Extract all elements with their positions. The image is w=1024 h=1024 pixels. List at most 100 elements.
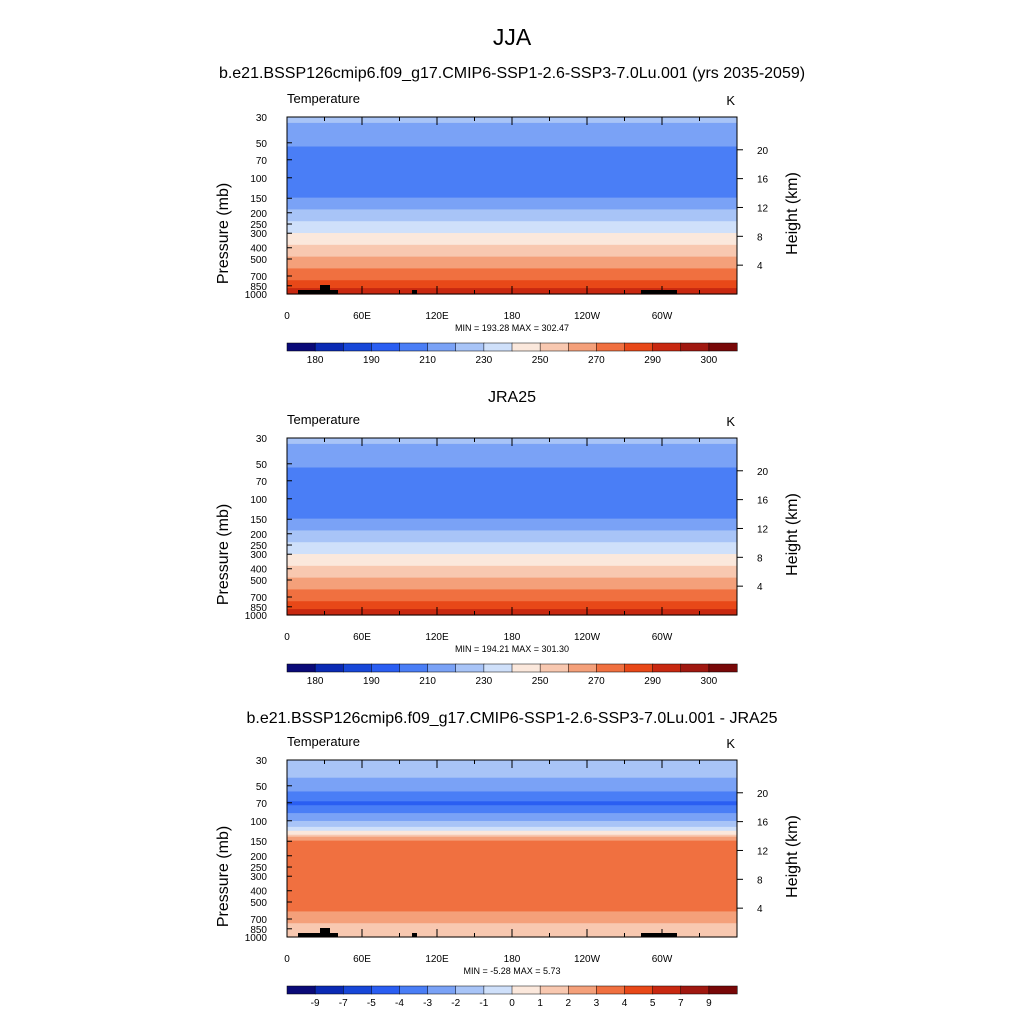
contour-band [287,538,737,541]
contour-band [287,264,737,268]
longitude-tick-label: 180 [504,311,521,322]
contour-band [287,879,737,883]
pressure-tick-label: 850 [250,603,267,614]
height-tick-label: 20 [757,789,769,800]
colorbar-label: 230 [476,676,493,687]
colorbar-box [371,985,401,995]
contour-band [287,563,737,567]
contour-band [287,579,737,583]
contour-band [287,266,737,270]
contour-band [287,791,737,795]
contour-band [287,921,737,924]
contour-band [287,223,737,226]
contour-band [287,197,737,201]
contour-band [287,769,737,773]
contour-band [287,209,737,212]
panel-1: b.e21.BSSP126cmip6.f09_g17.CMIP6-SSP1-2.… [215,65,805,366]
contour-band [287,842,737,846]
contour-band [287,467,737,471]
contour-band [287,191,737,195]
contour-band [287,445,737,449]
contour-band [287,589,737,592]
contour-band [287,868,737,871]
longitude-tick-label: 60W [652,311,673,322]
contour-band [287,177,737,181]
contour-band [287,797,737,800]
colorbar-label: 290 [644,355,661,366]
pressure-tick-label: 200 [250,209,267,220]
contour-fill [287,760,737,938]
colorbar-box [343,663,372,673]
pressure-tick-label: 1000 [245,611,268,622]
contour-band [287,268,737,271]
contour-band [287,138,737,142]
contour-band [287,207,737,211]
contour-band [287,775,737,779]
contour-band [287,817,737,820]
colorbar-label: 2 [565,998,571,1009]
contour-band [287,282,737,285]
longitude-tick-label: 180 [504,954,521,965]
contour-band [287,172,737,175]
colorbar-box [371,663,401,673]
contour-band [287,544,737,547]
contour-band [287,557,737,561]
contour-band [287,542,737,545]
height-tick-label: 20 [757,146,769,157]
pressure-tick-label: 400 [250,565,267,576]
height-tick-label: 16 [757,818,769,829]
contour-band [287,605,737,608]
contour-band [287,846,737,850]
contour-band [287,242,737,246]
contour-band [287,799,737,802]
contour-band [287,530,737,533]
contour-band [287,779,737,783]
height-tick-label: 8 [757,875,763,886]
longitude-tick-label: 120W [574,311,601,322]
contour-band [287,170,737,173]
contour-band [287,244,737,248]
contour-band [287,236,737,240]
pressure-tick-label: 1000 [245,933,268,944]
contour-band [287,262,737,266]
contour-band [287,493,737,496]
colorbar-box [708,342,738,352]
contour-band [287,510,737,514]
contour-band [287,909,737,913]
pressure-tick-label: 250 [250,863,267,874]
contour-band [287,593,737,596]
pressure-tick-label: 500 [250,576,267,587]
colorbar-box [680,342,710,352]
pressure-tick-label: 500 [250,255,267,266]
contour-band [287,864,737,867]
contour-band [287,565,737,569]
height-tick-label: 16 [757,175,769,186]
contour-band [287,231,737,234]
height-tick-label: 8 [757,553,763,564]
colorbar-label: 210 [419,355,436,366]
pressure-tick-label: 30 [256,113,268,124]
contour-band [287,524,737,528]
pressure-tick-label: 100 [250,817,267,828]
contour-band [287,124,737,128]
panel-subtitle: b.e21.BSSP126cmip6.f09_g17.CMIP6-SSP1-2.… [247,710,778,727]
contour-band [287,142,737,146]
pressure-tick-label: 400 [250,887,267,898]
height-axis: 20 16 12 8 4 [737,146,769,272]
contour-band [287,813,737,816]
height-tick-label: 4 [757,261,763,272]
contour-band [287,907,737,911]
topography-block [412,290,417,294]
topography-block [641,933,677,937]
contour-band [287,502,737,506]
longitude-tick-label: 120E [425,311,449,322]
contour-band [287,498,737,502]
contour-band [287,520,737,524]
height-tick-label: 4 [757,582,763,593]
contour-band [287,158,737,161]
contour-band [287,459,737,463]
colorbar-label: 1 [537,998,543,1009]
contour-band [287,270,737,273]
contour-band [287,487,737,490]
contour-band [287,465,737,469]
